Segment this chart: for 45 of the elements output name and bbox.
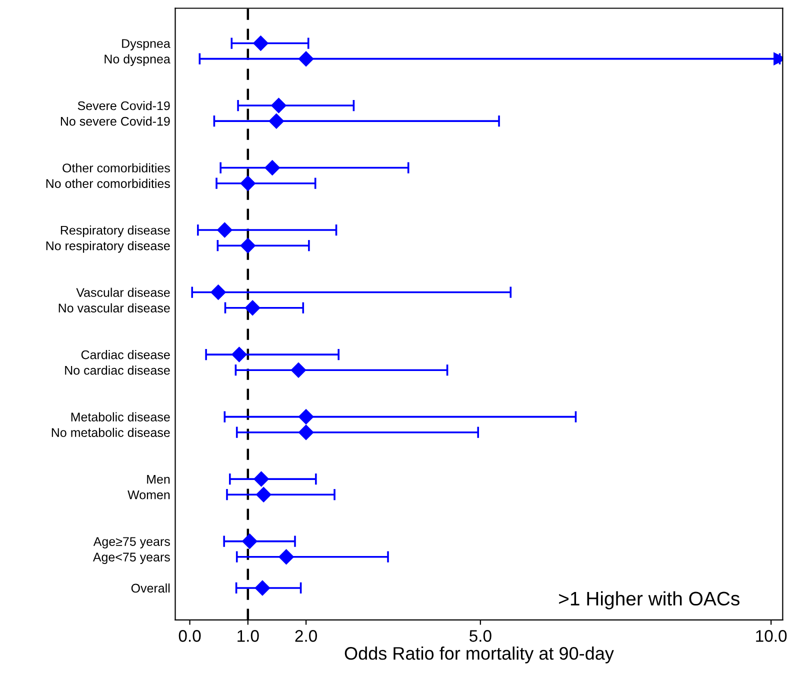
point (254, 471, 269, 487)
point (298, 409, 314, 424)
point (268, 114, 284, 129)
point (217, 222, 232, 238)
point (253, 36, 268, 51)
point (244, 300, 260, 316)
point (232, 346, 247, 362)
point (271, 98, 286, 114)
y-tick-label: No vascular disease (58, 303, 170, 312)
x-tick-label: 1.0 (238, 630, 259, 642)
x-tick-label: 2.0 (295, 630, 317, 642)
y-tick-label: Severe Covid-19 (78, 100, 170, 110)
y-tick-label: Men (147, 474, 170, 484)
x-axis-title: Odds Ratio for mortality at 90-day (344, 646, 614, 664)
point (290, 362, 306, 378)
point (240, 176, 256, 191)
x-tick-label: 5.0 (470, 630, 492, 642)
x-tick-label: 10.0 (756, 630, 787, 642)
point (210, 284, 226, 300)
y-tick-label: No other comorbidities (46, 178, 170, 188)
y-tick-label: Women (128, 490, 170, 500)
point (264, 160, 280, 176)
y-tick-label: Vascular disease (76, 288, 170, 297)
y-tick-label: No cardiac disease (65, 366, 170, 375)
point (254, 580, 270, 596)
point (256, 487, 272, 502)
y-tick-label: Age≥75 years (93, 537, 170, 548)
y-tick-label: No metabolic disease (52, 428, 170, 438)
y-tick-label: Metabolic disease (71, 412, 170, 422)
y-tick-label: No dyspnea (104, 54, 170, 66)
y-tick-label: Other comorbidities (62, 163, 170, 172)
y-tick-label: Respiratory disease (60, 226, 170, 238)
y-tick-label: Cardiac disease (81, 350, 170, 360)
point (298, 51, 314, 66)
point (242, 534, 258, 549)
point (240, 238, 256, 254)
point (278, 549, 294, 564)
y-tick-label: No severe Covid-19 (60, 116, 170, 126)
y-tick-label: Overall (131, 583, 170, 593)
y-tick-label: No respiratory disease (46, 241, 170, 253)
point (298, 424, 314, 440)
annotation: >1 Higher with OACs (559, 591, 740, 610)
y-tick-label: Age<75 years (92, 552, 170, 564)
x-tick-label: 0.0 (178, 630, 201, 642)
y-tick-label: Dyspnea (122, 39, 170, 50)
